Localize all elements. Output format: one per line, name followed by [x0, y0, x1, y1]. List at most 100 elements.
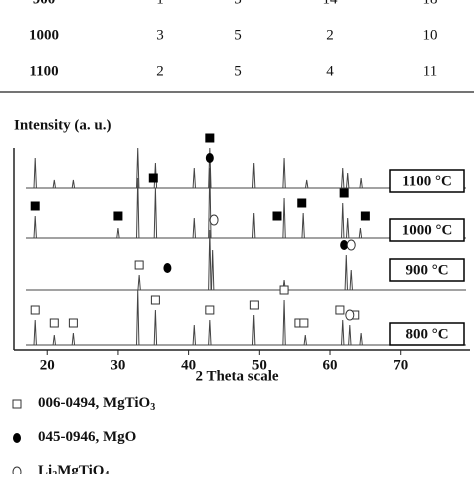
- trace-label: 1100 °C: [402, 173, 452, 189]
- trace-label-box: [389, 169, 465, 193]
- trace-label-box: [389, 218, 465, 242]
- peak: [192, 217, 196, 239]
- peak: [251, 212, 256, 239]
- trace-label: 800 °C: [405, 326, 448, 342]
- peak: [282, 197, 286, 239]
- phase-marker: [279, 285, 289, 295]
- legend-sub2: 4: [104, 470, 109, 474]
- table-cell: 900: [33, 0, 56, 7]
- table-cell: 1: [156, 0, 164, 7]
- peak: [208, 319, 212, 346]
- peak: [136, 147, 140, 189]
- table-cell: 4: [326, 63, 334, 79]
- peak: [282, 157, 286, 189]
- phase-marker: [113, 211, 123, 221]
- table-cell: 2: [156, 63, 164, 79]
- table-cell: 11: [423, 63, 437, 79]
- table-cell: 3: [156, 27, 164, 43]
- peak: [52, 334, 56, 346]
- peak: [345, 172, 350, 189]
- trace-label-box: [389, 322, 465, 346]
- peak: [358, 227, 363, 239]
- table-cell: 1100: [29, 63, 58, 79]
- table-cell: 14: [323, 0, 339, 7]
- peak: [349, 269, 353, 291]
- peak: [282, 299, 286, 346]
- phase-marker: [30, 305, 40, 315]
- legend-text: Li2MgTiO4: [38, 463, 109, 474]
- table-cell: 3: [234, 0, 242, 7]
- peak: [359, 332, 363, 346]
- legend-text2: MgTiO: [57, 463, 104, 474]
- phase-marker: [205, 133, 215, 143]
- peak: [153, 187, 158, 239]
- phase-marker: [134, 260, 144, 270]
- phase-marker: [299, 318, 309, 328]
- legend-symbol: [13, 433, 21, 443]
- phase-marker: [272, 211, 282, 221]
- table-cell: 5: [234, 27, 242, 43]
- table-cell: 1000: [29, 27, 59, 43]
- legend-text: 045-0946, MgO: [38, 429, 136, 445]
- trace-label: 1000 °C: [402, 222, 453, 238]
- peak: [251, 314, 256, 346]
- peak: [208, 147, 212, 189]
- phase-marker: [49, 318, 59, 328]
- phase-marker: [339, 188, 349, 198]
- peak: [341, 202, 345, 239]
- legend-text: 006-0494, MgTiO3: [38, 395, 155, 413]
- phase-marker: [205, 153, 214, 163]
- peak: [153, 309, 158, 346]
- phase-marker: [346, 239, 356, 251]
- peak: [304, 179, 309, 189]
- peak: [348, 324, 352, 346]
- phase-marker: [68, 318, 78, 328]
- x-tick-label: 30: [110, 357, 125, 373]
- phase-marker: [249, 300, 259, 310]
- legend-symbol: [12, 399, 22, 409]
- table-cell: 5: [234, 63, 242, 79]
- legend-text: 045-0946, MgO: [38, 429, 136, 445]
- peak: [192, 324, 196, 346]
- peak: [33, 157, 37, 189]
- peak: [341, 167, 345, 189]
- phase-marker: [209, 214, 219, 226]
- y-axis-label: Intensity (a. u.): [14, 117, 112, 133]
- peak: [251, 162, 256, 189]
- peak: [303, 334, 307, 346]
- peak: [210, 249, 215, 291]
- legend-symbol: [12, 466, 22, 478]
- peak: [136, 289, 140, 346]
- legend-text: 006-0494, MgTiO: [38, 395, 150, 411]
- peak: [341, 319, 345, 346]
- phase-marker: [30, 201, 40, 211]
- peak: [71, 332, 76, 346]
- x-axis-label: 2 Theta scale: [195, 368, 278, 384]
- peak: [344, 254, 348, 291]
- table-cell: 18: [423, 0, 438, 7]
- trace-label: 900 °C: [405, 262, 448, 278]
- table-cell: 2: [326, 27, 334, 43]
- legend-text: Li: [38, 463, 52, 474]
- x-tick-label: 60: [323, 357, 338, 373]
- phase-marker: [163, 263, 172, 273]
- phase-marker: [340, 240, 349, 250]
- peak: [192, 167, 196, 189]
- phase-marker: [335, 305, 345, 315]
- peak: [208, 229, 212, 291]
- peak: [137, 274, 141, 291]
- peak: [359, 177, 363, 189]
- peak: [301, 212, 305, 239]
- peak: [345, 217, 350, 239]
- x-tick-label: 20: [40, 357, 55, 373]
- x-tick-label: 50: [252, 357, 267, 373]
- peak: [52, 179, 56, 189]
- trace-label-box: [389, 258, 465, 282]
- peak: [136, 177, 140, 239]
- peak: [116, 227, 120, 239]
- phase-marker: [148, 173, 158, 183]
- phase-marker: [360, 211, 370, 221]
- peak: [71, 179, 76, 189]
- table-cell: 10: [423, 27, 438, 43]
- phase-marker: [205, 305, 215, 315]
